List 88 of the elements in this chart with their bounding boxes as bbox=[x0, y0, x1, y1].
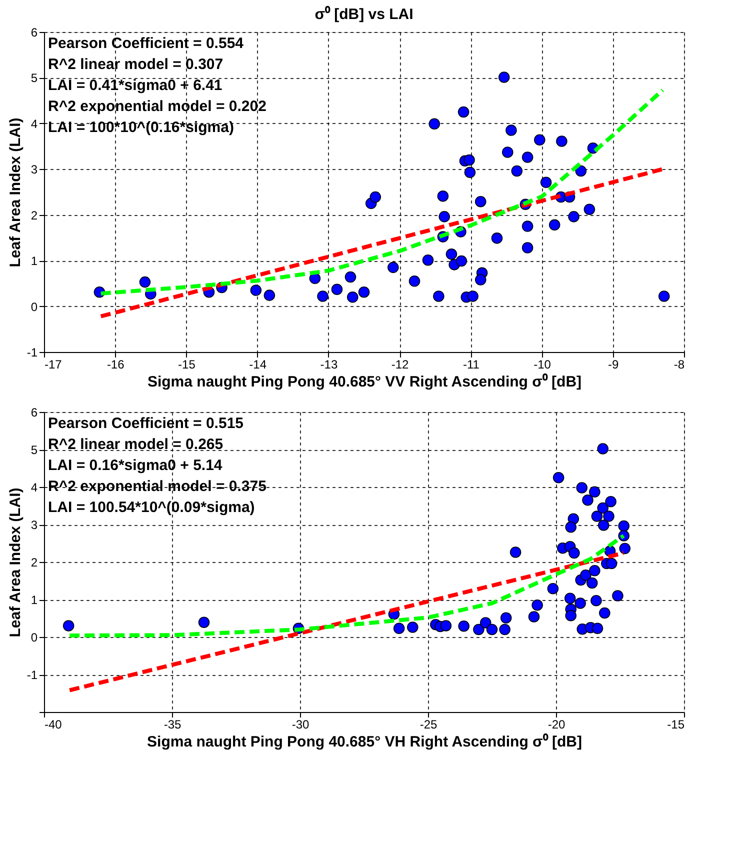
point bbox=[522, 220, 534, 232]
y-tick-label: 3 bbox=[30, 162, 38, 177]
annotation: Pearson Coefficient = 0.515 bbox=[48, 415, 244, 432]
y-tick-label: 4 bbox=[30, 480, 38, 494]
x-tick-label: -15 bbox=[178, 358, 196, 372]
point bbox=[408, 276, 420, 287]
point bbox=[139, 276, 151, 288]
point bbox=[464, 154, 475, 166]
point bbox=[474, 274, 486, 286]
point bbox=[331, 284, 343, 296]
point bbox=[556, 136, 568, 147]
annotation: Pearson Coefficient = 0.554 bbox=[48, 35, 244, 52]
annotation: R^2 exponential model = 0.202 bbox=[48, 98, 266, 115]
y-tick-label: 6 bbox=[30, 406, 38, 420]
point bbox=[502, 146, 514, 158]
point bbox=[438, 211, 450, 222]
y-tick-label: 1 bbox=[30, 593, 38, 607]
point bbox=[388, 262, 399, 274]
point bbox=[264, 290, 276, 301]
point bbox=[464, 166, 476, 178]
point bbox=[658, 290, 670, 302]
point bbox=[498, 72, 510, 83]
x-axis-title: Sigma naught Ping Pong 40.685° VH Right Ascending σ⁰ [dB] bbox=[147, 732, 582, 750]
point bbox=[437, 190, 449, 202]
point bbox=[456, 255, 468, 267]
y-tick-label: 6 bbox=[30, 26, 38, 40]
x-tick-label: -13 bbox=[320, 358, 338, 372]
x-tick-label: -10 bbox=[534, 358, 552, 372]
point bbox=[522, 152, 534, 163]
annotation: LAI = 100*10^(0.16*sigma) bbox=[48, 119, 234, 136]
y-tick-label: -1 bbox=[26, 346, 38, 360]
point bbox=[522, 242, 534, 254]
x-tick-label: -25 bbox=[420, 718, 438, 732]
x-tick-label: -40 bbox=[44, 718, 62, 732]
point bbox=[346, 292, 358, 303]
chart-title: σ⁰ [dB] vs LAI bbox=[314, 5, 414, 23]
y-tick-label: 2 bbox=[30, 556, 38, 570]
y-tick-label: 5 bbox=[30, 443, 38, 457]
annotation: LAI = 0.41*sigma0 + 6.41 bbox=[48, 77, 222, 94]
annotation: R^2 linear model = 0.307 bbox=[48, 56, 224, 73]
point bbox=[250, 284, 262, 296]
point bbox=[422, 254, 434, 266]
point bbox=[511, 165, 523, 177]
x-tick-label: -8 bbox=[674, 358, 685, 372]
point bbox=[506, 124, 517, 136]
annotation: R^2 exponential model = 0.375 bbox=[48, 478, 266, 495]
x-tick-label: -12 bbox=[391, 358, 410, 372]
y-tick-label: 3 bbox=[30, 518, 38, 532]
x-tick-label: -17 bbox=[44, 358, 62, 372]
point bbox=[575, 165, 587, 177]
y-tick-label: 5 bbox=[30, 71, 38, 86]
point bbox=[309, 272, 321, 284]
point bbox=[534, 134, 546, 146]
x-tick-label: -16 bbox=[106, 358, 125, 372]
x-tick-label: -15 bbox=[667, 718, 685, 732]
y-tick-label: 4 bbox=[30, 116, 38, 131]
annotation: LAI = 0.16*sigma0 + 5.14 bbox=[48, 457, 223, 474]
y-tick-label: 0 bbox=[30, 630, 38, 644]
x-tick-label: -11 bbox=[462, 358, 480, 372]
y-tick-label: 2 bbox=[30, 208, 38, 222]
point bbox=[474, 196, 486, 208]
annotation: LAI = 100.54*10^(0.09*sigma) bbox=[48, 499, 255, 516]
point bbox=[467, 290, 478, 302]
point bbox=[540, 176, 552, 188]
y-axis-title: Leaf Area Index (LAI) bbox=[6, 488, 24, 638]
point bbox=[433, 290, 444, 302]
x-tick-label: -35 bbox=[164, 718, 182, 732]
point bbox=[370, 191, 382, 203]
x-tick-label: -20 bbox=[548, 718, 566, 732]
point bbox=[317, 290, 328, 302]
y-tick-label: 1 bbox=[30, 254, 38, 268]
y-axis-title: Leaf Area Index (LAI) bbox=[6, 118, 24, 268]
annotation: R^2 linear model = 0.265 bbox=[48, 436, 224, 453]
point bbox=[458, 106, 470, 118]
point bbox=[491, 232, 503, 244]
point bbox=[428, 118, 440, 130]
point bbox=[344, 271, 356, 283]
x-tick-label: -14 bbox=[249, 358, 267, 372]
y-tick-label: -1 bbox=[26, 668, 38, 682]
point bbox=[358, 286, 370, 298]
point bbox=[568, 211, 580, 222]
y-tick-label: 0 bbox=[30, 300, 38, 314]
x-axis-title: Sigma naught Ping Pong 40.685° VV Right Ascending σ⁰ [dB] bbox=[147, 372, 582, 390]
x-tick-label: -9 bbox=[608, 358, 620, 372]
x-tick-label: -30 bbox=[292, 718, 310, 732]
point bbox=[548, 219, 560, 231]
point bbox=[446, 248, 458, 260]
point bbox=[584, 204, 596, 216]
